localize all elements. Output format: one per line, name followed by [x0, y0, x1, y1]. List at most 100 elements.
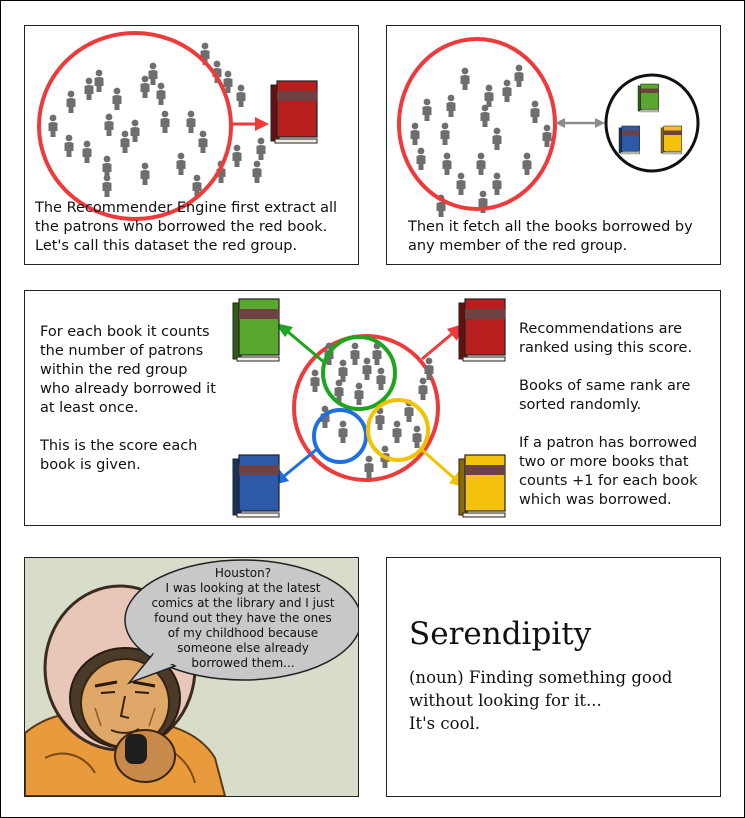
- speech-line: found out they have the ones: [154, 611, 332, 625]
- panel-red-group-extraction: The Recommender Engine first extract all…: [24, 25, 359, 265]
- text-line: sorted randomly.: [519, 397, 642, 413]
- panel1-caption-line: the patrons who borrowed the red book.: [35, 219, 328, 235]
- person-icon: [442, 152, 452, 175]
- definition-text: (noun) Finding something good without lo…: [409, 666, 672, 735]
- panel1-caption-line: The Recommender Engine first extract all: [35, 200, 338, 216]
- yellow-book-icon: [458, 454, 506, 518]
- text-line: two or more books that: [519, 454, 689, 470]
- red-group-crowd: [310, 342, 434, 478]
- definition-line: without looking for it...: [409, 691, 602, 710]
- person-icon: [186, 110, 196, 133]
- person-icon: [422, 98, 432, 121]
- person-icon: [160, 110, 170, 133]
- person-icon: [48, 114, 58, 137]
- person-icon: [502, 79, 512, 102]
- speech-line: I was looking at the latest: [165, 581, 321, 595]
- person-icon: [148, 62, 158, 85]
- person-icon: [94, 69, 104, 92]
- green-book-icon: [637, 83, 659, 113]
- person-icon: [84, 77, 94, 100]
- person-icon: [412, 425, 422, 448]
- person-icon: [492, 127, 502, 150]
- person-icon: [492, 172, 502, 195]
- person-icon: [372, 342, 382, 365]
- speech-line: Houston?: [214, 566, 272, 580]
- person-icon: [424, 357, 434, 380]
- suit-fold: [44, 752, 96, 774]
- panel2-illustration: [397, 37, 700, 217]
- arrow-to-blue-book: [282, 447, 318, 479]
- red-book-icon: [458, 298, 506, 362]
- person-icon: [334, 379, 344, 402]
- person-icon: [410, 122, 420, 145]
- panel2-caption: Then it fetch all the books borrowed by …: [408, 218, 693, 256]
- person-icon: [514, 64, 524, 87]
- red-group-circle: [37, 31, 233, 221]
- person-icon: [232, 144, 242, 167]
- person-icon: [392, 420, 402, 443]
- red-group-crowd: [48, 42, 266, 197]
- text-line: For each book it counts: [40, 324, 210, 340]
- astronaut-eyes: [100, 691, 150, 694]
- text-line: ranked using this score.: [519, 340, 693, 356]
- person-icon: [446, 94, 456, 117]
- person-icon: [176, 152, 186, 175]
- person-icon: [460, 67, 470, 90]
- text-line: counts +1 for each book: [519, 473, 698, 489]
- person-icon: [120, 130, 130, 153]
- speech-bubble-text: Houston? I was looking at the latest com…: [133, 566, 353, 671]
- arrow-to-red-book: [421, 331, 454, 361]
- person-icon: [223, 70, 233, 93]
- person-icon: [416, 147, 426, 170]
- person-icon: [350, 342, 360, 365]
- text-line: which was borrowed.: [519, 492, 672, 508]
- person-icon: [140, 75, 150, 98]
- speech-line: of my childhood because: [167, 626, 319, 640]
- face-lines: [94, 707, 156, 727]
- person-icon: [418, 377, 428, 400]
- red-group-circle: [397, 37, 557, 211]
- text-line: Books of same rank are: [519, 378, 691, 394]
- person-icon: [522, 152, 532, 175]
- astronaut-nose: [119, 695, 130, 719]
- person-icon: [362, 357, 372, 380]
- definition-line: (noun) Finding something good: [409, 668, 673, 687]
- person-icon: [102, 155, 112, 178]
- person-icon: [476, 152, 486, 175]
- panel2-caption-line: Then it fetch all the books borrowed by: [408, 219, 693, 235]
- person-icon: [104, 113, 114, 136]
- red-book-icon: [270, 80, 318, 144]
- person-icon: [480, 104, 490, 127]
- ranking-explanation: Recommendations are ranked using this sc…: [519, 320, 698, 510]
- person-icon: [156, 82, 166, 105]
- arrow-to-green-book: [286, 329, 326, 365]
- text-line: at least once.: [40, 400, 139, 416]
- blue-subgroup-circle: [312, 408, 368, 464]
- text-line: who already borrowed it: [40, 381, 216, 397]
- panel2-caption-line: any member of the red group.: [408, 238, 628, 254]
- definition-word: Serendipity: [409, 616, 592, 652]
- person-icon: [66, 90, 76, 113]
- gray-double-arrow-right-head: [595, 118, 605, 128]
- person-icon: [338, 420, 348, 443]
- green-subgroup-circle: [321, 335, 397, 411]
- astronaut-illustration: [25, 559, 358, 796]
- person-icon: [440, 122, 450, 145]
- person-icon: [82, 140, 92, 163]
- yellow-book-icon: [660, 125, 682, 155]
- microphone: [125, 734, 147, 764]
- green-book-icon: [232, 298, 280, 362]
- speech-line: comics at the library and I just: [151, 596, 335, 610]
- person-icon: [338, 359, 348, 382]
- panel1-caption: The Recommender Engine first extract all…: [35, 199, 337, 256]
- speech-line: someone else already: [177, 641, 309, 655]
- arrow-to-yellow-book: [420, 447, 456, 481]
- text-line: book is given.: [40, 457, 141, 473]
- person-icon: [354, 382, 364, 405]
- person-icon: [140, 162, 150, 185]
- speech-line: borrowed them...: [191, 656, 295, 670]
- person-icon: [364, 455, 374, 478]
- person-icon: [236, 84, 246, 107]
- person-icon: [252, 160, 262, 183]
- person-icon: [484, 84, 494, 107]
